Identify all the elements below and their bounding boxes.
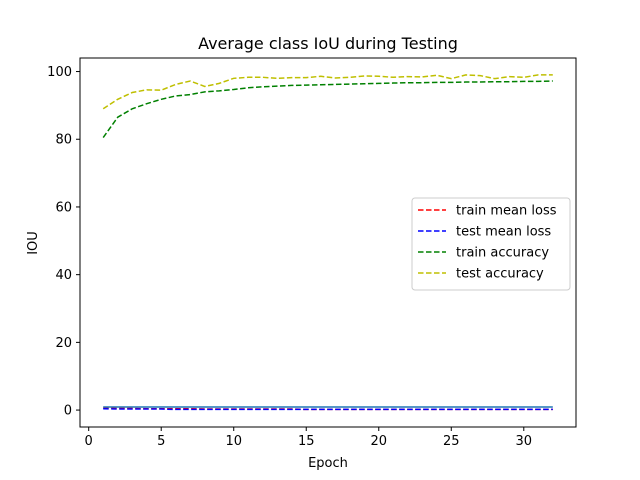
- x-tick-label: 0: [85, 434, 93, 449]
- axes-frame: [79, 57, 577, 428]
- y-axis-label: IOU: [26, 231, 41, 255]
- legend-box: [411, 197, 571, 291]
- series-line-test-mean-loss: [103, 407, 553, 411]
- x-axis-label: Epoch: [308, 456, 348, 471]
- x-tick-label: 30: [516, 434, 533, 449]
- plot-area: [102, 74, 553, 411]
- legend-label: test accuracy: [456, 267, 544, 282]
- chart-title: Average class IoU during Testing: [198, 34, 458, 53]
- y-tick-label: 100: [47, 65, 72, 80]
- series-line-test-accuracy: [102, 74, 553, 110]
- x-axis: 0 5 10 15 20 25 30: [85, 427, 533, 449]
- x-tick-label: 25: [443, 434, 460, 449]
- series-line-train-accuracy: [102, 80, 553, 138]
- y-tick-label: 80: [55, 133, 72, 148]
- x-tick-label: 5: [157, 434, 165, 449]
- legend-label: train accuracy: [456, 246, 549, 261]
- x-tick-label: 20: [370, 434, 387, 449]
- legend: train mean loss test mean loss train accur…: [411, 197, 571, 291]
- y-tick-label: 0: [64, 404, 72, 419]
- y-tick-label: 40: [55, 268, 72, 283]
- x-tick-label: 10: [225, 434, 242, 449]
- y-tick-label: 60: [55, 200, 72, 215]
- legend-label: test mean loss: [456, 225, 551, 240]
- x-tick-label: 15: [298, 434, 315, 449]
- legend-label: train mean loss: [456, 204, 557, 219]
- y-tick-label: 20: [55, 336, 72, 351]
- y-axis: 0 20 40 60 80 100: [47, 65, 80, 419]
